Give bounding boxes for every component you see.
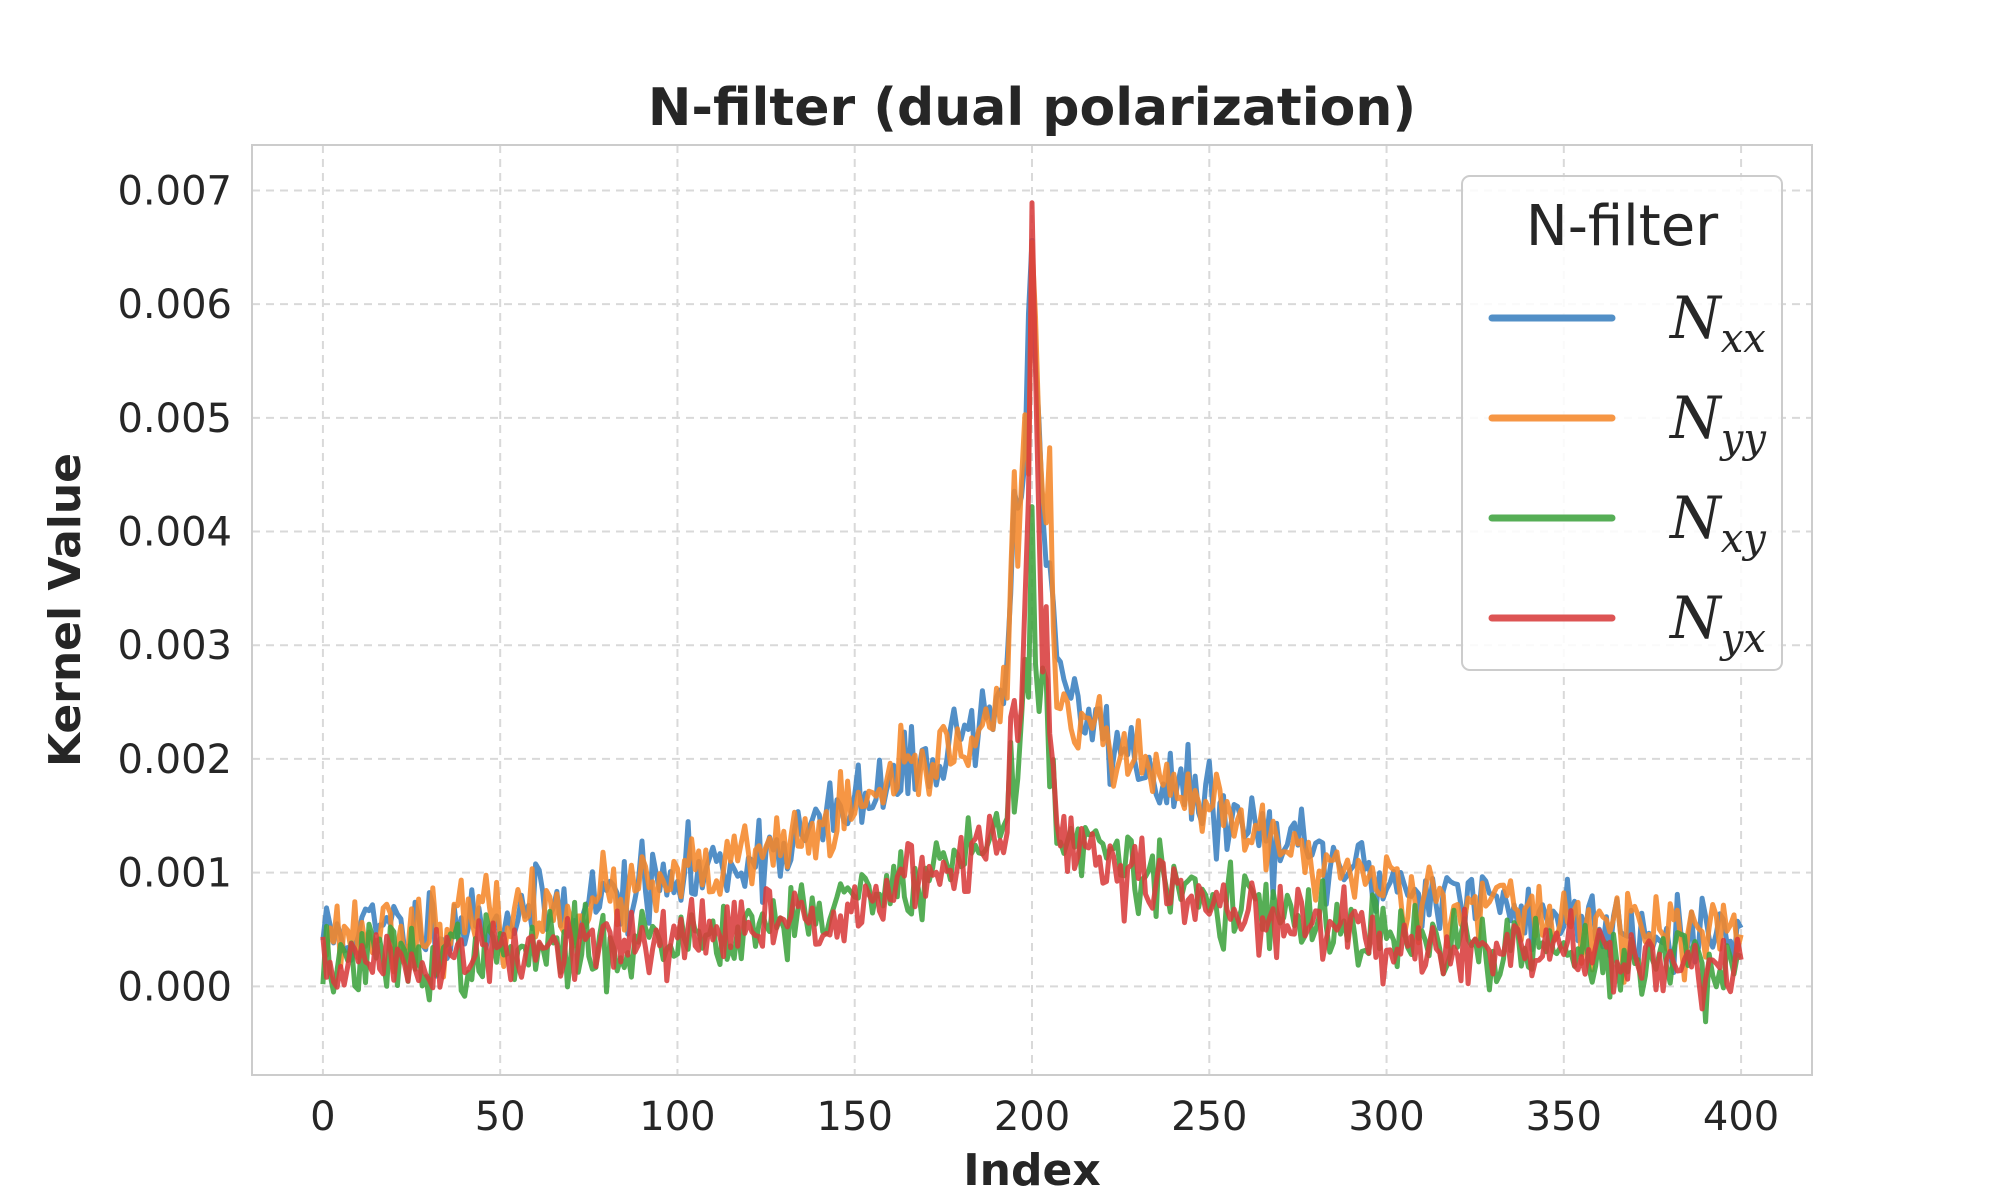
legend-box (1461, 175, 1783, 671)
legend-entries: Nxx Nyy Nxy Nyx (1488, 284, 1767, 662)
y-tick-label: 0.004 (117, 510, 232, 556)
x-axis-ticks: 0 50 100 150 200 250 300 350 400 (310, 1094, 1779, 1140)
x-tick-label: 50 (475, 1094, 526, 1140)
y-tick-label: 0.007 (117, 168, 232, 214)
legend-label-n-yy: Nyy (1668, 384, 1767, 462)
y-tick-label: 0.000 (117, 964, 232, 1010)
x-tick-label: 250 (1171, 1094, 1247, 1140)
chart-title: N-filter (dual polarization) (648, 78, 1416, 138)
legend-label-n-xx: Nxx (1668, 284, 1766, 362)
x-tick-label: 200 (994, 1094, 1070, 1140)
legend-title: N-filter (1526, 194, 1719, 259)
plot-frame (251, 144, 1813, 1076)
y-axis-title: Kernel Value (40, 453, 91, 767)
x-tick-label: 0 (310, 1094, 335, 1140)
legend-label-n-xy: Nxy (1668, 484, 1767, 562)
x-tick-label: 300 (1348, 1094, 1424, 1140)
y-tick-label: 0.002 (117, 737, 232, 783)
x-axis-title: Index (963, 1145, 1100, 1196)
y-tick-label: 0.003 (117, 623, 232, 669)
y-tick-label: 0.005 (117, 396, 232, 442)
y-axis-ticks: 0.000 0.001 0.002 0.003 0.004 0.005 0.006 0.007 (117, 168, 232, 1010)
y-tick-label: 0.006 (117, 282, 232, 328)
series-lines (320, 200, 1744, 1025)
x-tick-label: 400 (1703, 1094, 1779, 1140)
series-line-n-yx (320, 200, 1744, 1012)
x-tick-label: 150 (817, 1094, 893, 1140)
legend: N-filter Nxx Nyy Nxy Nyx (1461, 175, 1783, 671)
y-tick-label: 0.001 (117, 851, 232, 897)
x-tick-label: 100 (639, 1094, 715, 1140)
legend-label-n-yx: Nyx (1668, 584, 1766, 662)
x-tick-label: 350 (1526, 1094, 1602, 1140)
